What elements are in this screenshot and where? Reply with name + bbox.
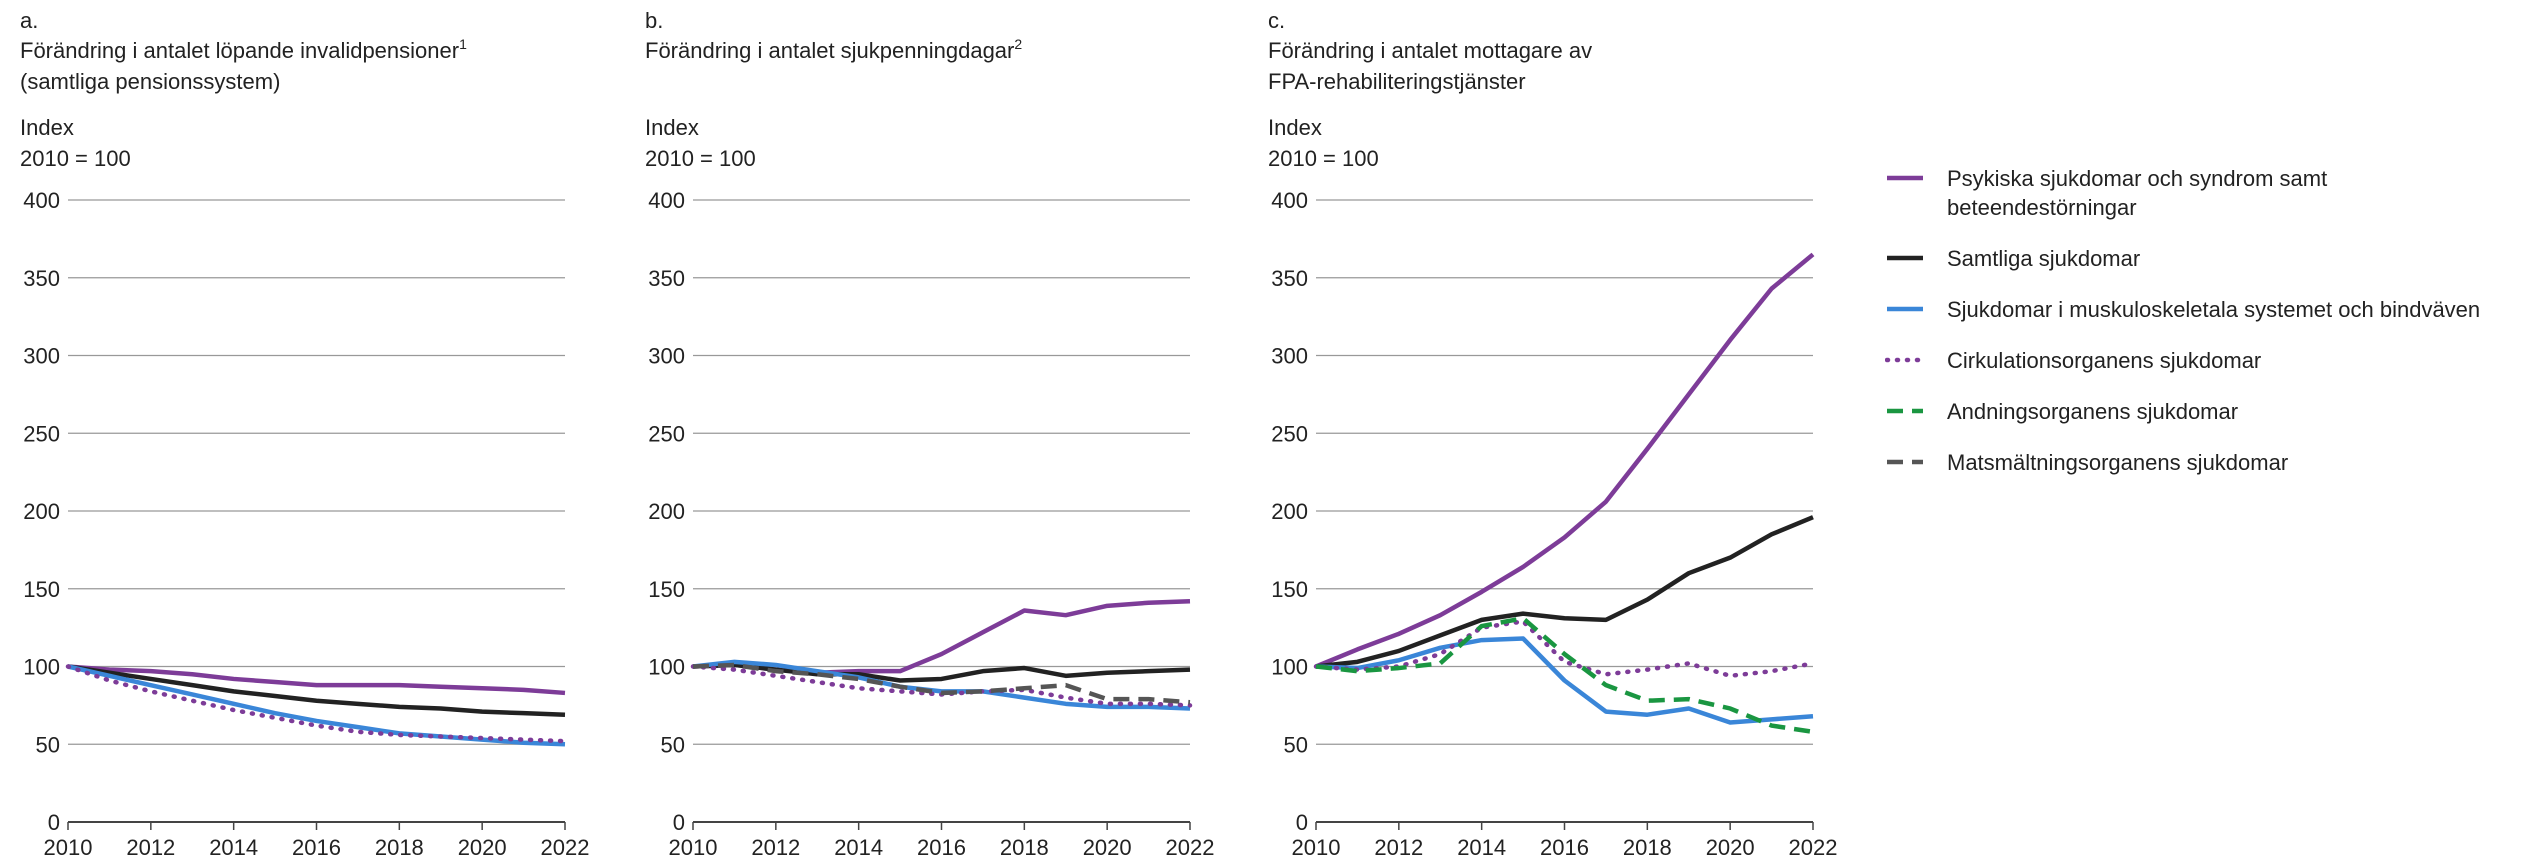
x-tick-label: 2010 [669,835,718,860]
y-tick-label: 350 [1271,266,1308,291]
series-line [692,662,1191,683]
panel-label: a. [20,8,38,33]
series-line [692,598,1191,675]
y-tick-label: 400 [1271,188,1308,213]
x-tick-label: 2016 [1540,835,1589,860]
x-tick-label: 2018 [1000,835,1049,860]
x-tick-label: 2018 [1623,835,1672,860]
panel-title: Förändring i antalet löpande invalidpens… [20,36,467,63]
x-tick-label: 2010 [1292,835,1341,860]
series-line [1315,515,1814,669]
y-tick-label: 50 [1284,732,1308,757]
x-tick-label: 2012 [751,835,800,860]
y-tick-label: 100 [23,655,60,680]
y-tick-label: 300 [648,344,685,369]
legend-label: Psykiska sjukdomar och syndrom samt bete… [1947,166,2328,220]
x-tick-label: 2020 [1706,835,1755,860]
y-tick-label: 300 [1271,344,1308,369]
legend-item: Cirkulationsorganens sjukdomar [1885,346,2525,375]
y-axis-label: 2010 = 100 [20,146,131,171]
legend-label: Samtliga sjukdomar [1947,246,2141,271]
legend-item: Psykiska sjukdomar och syndrom samt bete… [1885,164,2525,222]
y-axis-label: 2010 = 100 [1268,146,1379,171]
legend-item: Samtliga sjukdomar [1885,244,2525,273]
x-tick-label: 2016 [292,835,341,860]
x-tick-label: 2022 [1166,835,1215,860]
footnote: 1 [459,36,467,52]
legend-label: Matsmältningsorganens sjukdomar [1947,450,2289,475]
x-tick-label: 2012 [126,835,175,860]
y-tick-label: 250 [1271,421,1308,446]
x-tick-label: 2022 [541,835,590,860]
y-tick-label: 400 [648,188,685,213]
series-line [692,662,1191,705]
y-axis-label: Index [20,115,74,140]
y-tick-label: 50 [36,732,60,757]
y-tick-label: 350 [648,266,685,291]
y-axis-label: Index [645,115,699,140]
y-tick-label: 200 [1271,499,1308,524]
y-tick-label: 100 [1271,655,1308,680]
y-tick-label: 0 [48,810,60,835]
x-tick-label: 2014 [1457,835,1506,860]
x-tick-label: 2012 [1374,835,1423,860]
legend-label: Cirkulationsorganens sjukdomar [1947,348,2262,373]
x-tick-label: 2020 [1083,835,1132,860]
footnote: 2 [1014,36,1022,52]
y-tick-label: 200 [23,499,60,524]
panel-title: (samtliga pensionssystem) [20,69,280,94]
x-tick-label: 2020 [458,835,507,860]
y-tick-label: 100 [648,655,685,680]
x-tick-label: 2022 [1789,835,1838,860]
y-axis-label: Index [1268,115,1322,140]
legend-swatch [1887,175,1923,181]
y-tick-label: 150 [1271,577,1308,602]
legend: Psykiska sjukdomar och syndrom samt bete… [1885,164,2525,499]
legend-item: Andningsorganens sjukdomar [1885,397,2525,426]
y-tick-label: 250 [648,421,685,446]
y-tick-label: 300 [23,344,60,369]
y-axis-label: 2010 = 100 [645,146,756,171]
x-tick-label: 2018 [375,835,424,860]
y-tick-label: 350 [23,266,60,291]
legend-swatch [1887,459,1923,465]
legend-swatch [1887,408,1923,414]
panel-title: Förändring i antalet sjukpenningdagar2 [645,36,1022,63]
series-line [67,664,566,717]
y-tick-label: 200 [648,499,685,524]
panel-title: Förändring i antalet mottagare av [1268,38,1592,63]
y-tick-label: 50 [661,732,685,757]
legend-label: Sjukdomar i muskuloskeletala systemet oc… [1947,297,2481,322]
legend-item: Sjukdomar i muskuloskeletala systemet oc… [1885,295,2525,324]
legend-label: Andningsorganens sjukdomar [1947,399,2239,424]
series-line [1315,615,1814,735]
series-line [1313,619,1816,679]
x-tick-label: 2010 [44,835,93,860]
legend-swatch [1885,357,1925,363]
series-line [67,664,566,696]
x-tick-label: 2014 [209,835,258,860]
y-tick-label: 0 [673,810,685,835]
legend-swatch [1887,255,1923,261]
y-tick-label: 400 [23,188,60,213]
panel-label: b. [645,8,663,33]
x-tick-label: 2016 [917,835,966,860]
series-line [1315,252,1815,669]
series-line [1315,636,1814,725]
panel-title: FPA-rehabiliteringstjänster [1268,69,1526,94]
y-tick-label: 250 [23,421,60,446]
legend-item: Matsmältningsorganens sjukdomar [1885,448,2525,477]
y-tick-label: 150 [23,577,60,602]
series-line [65,664,568,744]
x-tick-label: 2014 [834,835,883,860]
legend-swatch [1887,306,1923,312]
y-tick-label: 0 [1296,810,1308,835]
panel-label: c. [1268,8,1285,33]
y-tick-label: 150 [648,577,685,602]
